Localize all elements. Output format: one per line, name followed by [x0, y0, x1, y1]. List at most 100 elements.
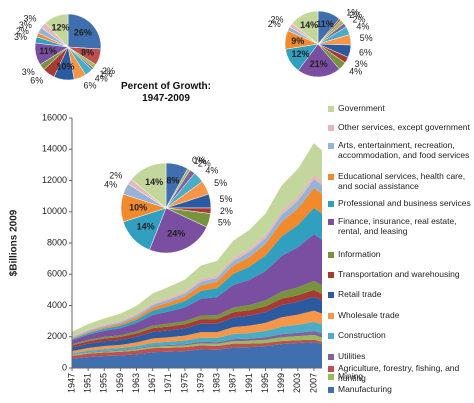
legend-swatch	[328, 387, 334, 393]
legend-label: Other services, except government	[338, 122, 470, 132]
legend-swatch	[328, 313, 334, 319]
legend-label: Arts, entertainment, recreation, accommo…	[338, 140, 470, 160]
legend-label: Transportation and warehousing	[338, 269, 460, 279]
y-tick-label: 4000	[47, 300, 67, 310]
pie-label: 14%	[145, 177, 163, 187]
legend-swatch	[328, 374, 334, 380]
legend-label: Construction	[338, 330, 386, 340]
pie-label: 8%	[166, 175, 179, 185]
pie-label: 2%	[271, 14, 284, 24]
area-series	[72, 321, 322, 355]
legend-swatch	[328, 174, 334, 180]
pie-label: 3%	[355, 59, 368, 69]
x-tick-label: 1971	[163, 373, 173, 393]
pie	[120, 162, 212, 254]
legend-label: Manufacturing	[338, 384, 392, 394]
x-tick-label: 1983	[212, 373, 222, 393]
pie	[284, 10, 352, 78]
pie-label: 4%	[356, 21, 369, 31]
pie-label: 3%	[14, 32, 27, 42]
y-tick-label: 8000	[47, 237, 67, 247]
legend-swatch	[328, 252, 334, 258]
pie-label: 26%	[74, 27, 92, 37]
area-series	[72, 289, 322, 348]
legend-label: Finance, insurance, real estate, rental,…	[338, 216, 457, 236]
pie-label: 3%	[22, 67, 35, 77]
pie-label: 2%	[349, 10, 362, 20]
pie-label: 2%	[102, 66, 115, 76]
pie-label: 11%	[316, 19, 334, 29]
pie-label: 5%	[219, 194, 232, 204]
legend-swatch	[328, 333, 334, 339]
x-tick-label: 1967	[147, 373, 157, 393]
pie-slice	[149, 207, 208, 254]
area-series	[72, 339, 322, 359]
legend-swatch	[328, 106, 334, 112]
pie-label: 21%	[310, 59, 328, 69]
x-tick-label: 1991	[244, 373, 254, 393]
pie-label: 6%	[83, 80, 96, 90]
pie-label: 11%	[39, 46, 57, 56]
x-tick-label: 1963	[131, 373, 141, 393]
pie-label: 4%	[205, 165, 218, 175]
legend-swatch	[328, 366, 334, 372]
pie-label: 3%	[19, 20, 32, 30]
area-series	[72, 310, 322, 354]
x-tick-label: 1955	[99, 373, 109, 393]
legend-swatch	[328, 201, 334, 207]
legend-label: Educational services, health care, and s…	[338, 171, 466, 191]
pie-label: 8%	[81, 48, 94, 58]
pie-slice	[45, 13, 69, 48]
pie-label: 24%	[167, 228, 185, 238]
pie-title: Percent of Growth: 1947-2009	[120, 81, 211, 104]
legend-swatch	[328, 219, 334, 225]
pie-label: 6%	[30, 75, 43, 85]
pie-label: 2%	[220, 206, 233, 216]
x-tick-label: 1959	[115, 373, 125, 393]
legend-label: Retail trade	[338, 289, 382, 299]
legend-swatch	[328, 272, 334, 278]
pie-label: 2%	[16, 26, 29, 36]
pie-label: 2%	[268, 19, 281, 29]
pie-label: 1%	[100, 69, 113, 79]
pie-label: 2%	[109, 171, 122, 181]
y-axis-title: $Billions 2009	[9, 209, 20, 276]
pie-label: 10%	[56, 62, 74, 72]
pie-slice	[67, 13, 102, 50]
y-tick-label: 2000	[47, 331, 67, 341]
pie	[34, 13, 102, 81]
pie-label: 9%	[291, 36, 304, 46]
x-tick-label: 1987	[228, 373, 238, 393]
legend-label: Wholesale trade	[338, 310, 400, 320]
pie-label: 2%	[198, 159, 211, 169]
area-series	[72, 330, 322, 356]
pie-label: 4%	[349, 67, 362, 77]
plot-area	[72, 143, 322, 368]
legend-label: Professional and business services	[338, 198, 471, 208]
pie-label: 4%	[104, 179, 117, 189]
legend-swatch	[328, 143, 334, 149]
y-tick-label: 10000	[42, 206, 67, 216]
legend-label: Mining	[338, 371, 364, 381]
pie-label: 14%	[137, 221, 155, 231]
x-tick-label: 1995	[260, 373, 270, 393]
x-tick-label: 2003	[292, 373, 302, 393]
area-series	[72, 280, 322, 346]
legend-swatch	[328, 354, 334, 360]
y-tick-label: 14000	[42, 144, 67, 154]
pie-label: 12%	[291, 49, 309, 59]
pie-label: 2%	[352, 14, 365, 24]
area-series	[72, 342, 322, 368]
pie-label: 1%	[346, 7, 359, 17]
pie-label: 12%	[51, 22, 69, 32]
x-tick-label: 1947	[66, 373, 76, 393]
pie-slice	[291, 10, 319, 45]
pie-label: 1%	[193, 156, 206, 166]
x-tick-label: 2007	[308, 373, 318, 393]
pie-label: 5%	[360, 33, 373, 43]
x-tick-label: 1951	[83, 373, 93, 393]
pie-label: 3%	[23, 14, 36, 24]
pie-label: 5%	[218, 217, 231, 227]
